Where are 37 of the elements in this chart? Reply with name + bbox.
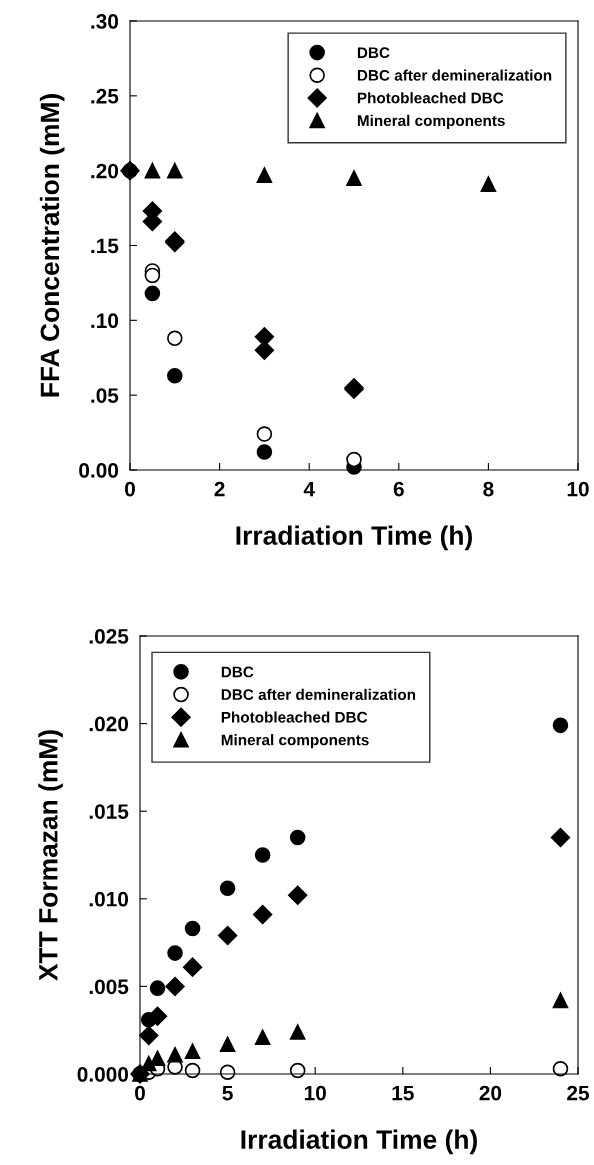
- legend-label: DBC after demineralization: [357, 69, 552, 81]
- y-tick-label: .015: [89, 804, 129, 819]
- x-tick-label: 25: [567, 1085, 590, 1101]
- y-tick-label: .20: [91, 163, 119, 179]
- x-tick-label: 6: [393, 481, 404, 497]
- legend-label: DBC: [357, 47, 390, 59]
- y-tick-label: .05: [91, 388, 119, 403]
- legend-label: Mineral components: [221, 734, 369, 749]
- y-tick-label: .15: [91, 238, 119, 254]
- x-tick-label: 20: [479, 1085, 502, 1101]
- y-tick-label: .020: [89, 716, 129, 732]
- legend-label: DBC: [221, 666, 254, 678]
- y-axis-title: FFA Concentration (mM): [39, 94, 65, 397]
- x-tick-label: 0: [135, 1085, 145, 1101]
- x-tick-label: 0: [125, 481, 135, 497]
- y-tick-label: .10: [91, 313, 119, 329]
- y-tick-label: .005: [89, 979, 129, 995]
- x-tick-label: 4: [303, 481, 315, 497]
- legend-label: Mineral components: [357, 114, 505, 130]
- y-tick-label: .010: [89, 891, 129, 907]
- x-axis-title: Irradiation Time (h): [241, 1129, 477, 1155]
- legend-label: Photobleached DBC: [357, 92, 504, 104]
- y-tick-label: .25: [91, 88, 119, 104]
- x-tick-label: 5: [222, 1085, 233, 1101]
- y-tick-label: 0.000: [77, 1067, 129, 1082]
- y-tick-label: 0.00: [79, 463, 119, 478]
- y-axis-title: XTT Formazan (mM): [38, 730, 63, 981]
- x-tick-label: 2: [214, 481, 225, 497]
- y-tick-label: .025: [89, 629, 129, 644]
- legend-label: DBC after demineralization: [221, 688, 416, 701]
- x-tick-label: 8: [483, 481, 494, 497]
- y-tick-label: .30: [91, 14, 119, 29]
- legend-label: Photobleached DBC: [221, 711, 368, 723]
- x-tick-label: 10: [304, 1085, 326, 1101]
- x-tick-label: 10: [567, 481, 589, 497]
- x-axis-title: Irradiation Time (h): [236, 525, 472, 551]
- x-tick-label: 15: [392, 1085, 414, 1101]
